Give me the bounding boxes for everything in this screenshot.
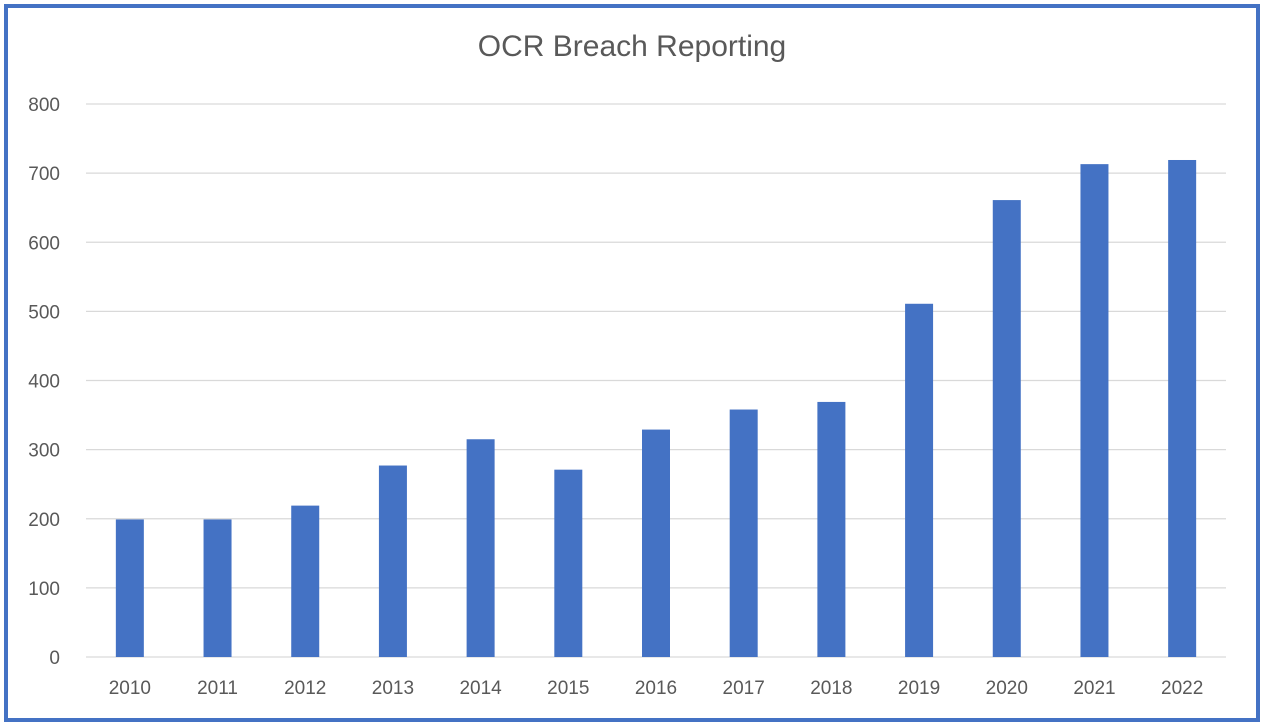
bar-2017 (729, 409, 758, 657)
y-tick-label: 200 (28, 510, 60, 531)
bar-2011 (203, 519, 232, 657)
x-tick-label: 2018 (810, 678, 852, 699)
y-tick-label: 500 (28, 302, 60, 323)
bar-2021 (1080, 164, 1109, 658)
y-tick-label: 300 (28, 441, 60, 462)
y-tick-label: 400 (28, 372, 60, 393)
bar-2020 (992, 200, 1021, 658)
y-tick-label: 100 (28, 579, 60, 600)
chart-title: OCR Breach Reporting (477, 30, 787, 63)
bar-2022 (1168, 159, 1197, 657)
x-tick-label: 2011 (197, 678, 238, 699)
y-tick-label: 700 (28, 164, 60, 185)
x-tick-label: 2014 (459, 678, 502, 699)
x-tick-label: 2012 (284, 678, 326, 699)
bar-2012 (291, 505, 320, 657)
y-tick-label: 800 (28, 95, 60, 116)
bar-2015 (554, 469, 583, 657)
y-tick-label: 600 (28, 233, 60, 254)
x-tick-label: 2015 (547, 678, 589, 699)
x-tick-label: 2020 (986, 678, 1028, 699)
bar-2019 (905, 303, 934, 657)
bar-2014 (466, 439, 495, 657)
x-tick-label: 2022 (1161, 678, 1203, 699)
x-tick-label: 2017 (723, 678, 765, 699)
bar-2013 (378, 465, 407, 657)
y-axis-ticks: 0 100 200 300 400 500 600 700 800 (28, 95, 60, 669)
bar-2018 (817, 401, 846, 657)
x-tick-label: 2013 (372, 678, 414, 699)
x-tick-label: 2021 (1073, 678, 1115, 699)
x-tick-label: 2019 (898, 678, 940, 699)
x-axis-ticks: 2010 2011 2012 2013 2014 2015 2016 2017 2018 2019… (109, 678, 1204, 699)
x-tick-label: 2010 (109, 678, 151, 699)
x-tick-label: 2016 (635, 678, 677, 699)
y-tick-label: 0 (49, 648, 60, 669)
bars (115, 159, 1197, 658)
bar-2016 (642, 429, 670, 657)
bar-2010 (115, 519, 144, 657)
